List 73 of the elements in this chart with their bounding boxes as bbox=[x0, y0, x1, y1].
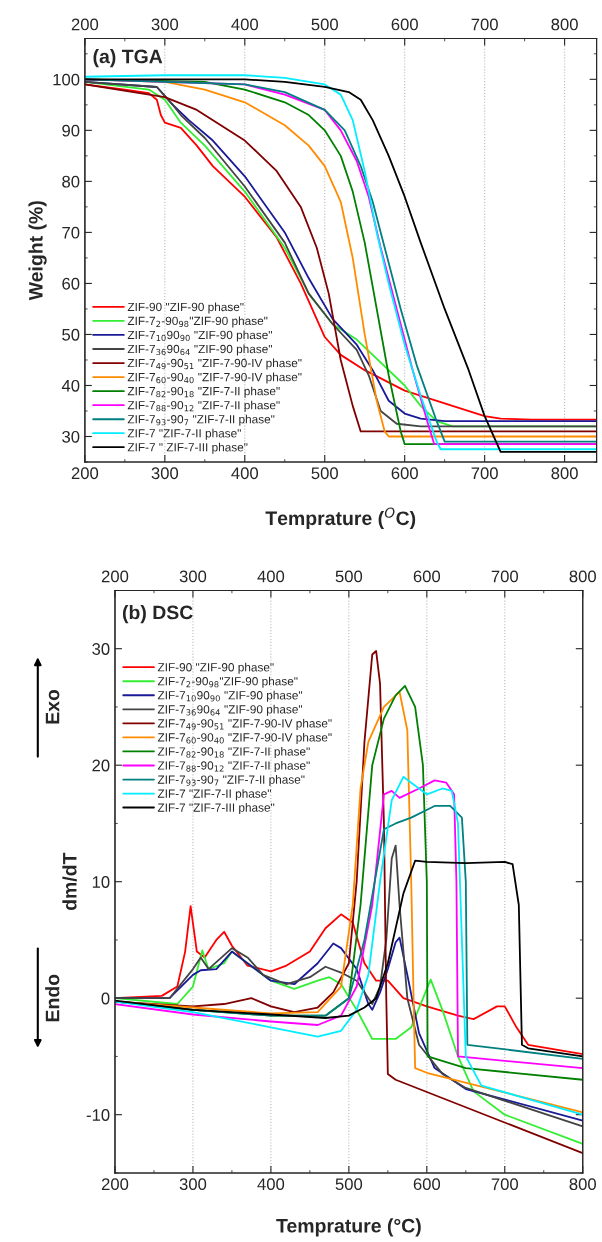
x-tick-label: 400 bbox=[257, 1178, 285, 1191]
x2-tick-label: 600 bbox=[391, 18, 418, 31]
legend-label: ZIF-7$_{88}$-90$_{12}$ "ZIF-7-II phase" bbox=[127, 400, 280, 412]
x-tick-label: 500 bbox=[311, 467, 338, 480]
legend-label: ZIF-7 "ZIF-7-II phase" bbox=[157, 789, 271, 801]
x2-tick-label: 200 bbox=[101, 570, 129, 583]
x-tick-label: 800 bbox=[569, 1178, 596, 1191]
y-tick-label: 30 bbox=[62, 430, 80, 443]
x2-tick-label: 300 bbox=[151, 18, 179, 31]
legend-label: ZIF-7$_{49}$-90$_{51}$ "ZIF-7-90-IV phase" bbox=[127, 358, 302, 370]
legend-label: ZIF-7$_{93}$-90$_{7}$ "ZIF-7-II phase" bbox=[127, 414, 275, 426]
legend-label: ZIF-7$_{82}$-90$_{18}$ "ZIF-7-II phase" bbox=[157, 746, 310, 758]
y-tick-label: 70 bbox=[62, 226, 80, 239]
legend-label: ZIF-7$_{2}$-90$_{98}$"ZIF-90 phase" bbox=[157, 676, 298, 688]
legend-label: ZIF-7$_{36}$90$_{64}$ "ZIF-90 phase" bbox=[127, 344, 272, 356]
x2-tick-label: 600 bbox=[413, 570, 441, 583]
x-tick-label: 200 bbox=[101, 1178, 129, 1191]
x-tick-label: 800 bbox=[551, 467, 578, 480]
x-axis-title: Temprature ($^{O}$C) bbox=[265, 507, 416, 529]
x-tick-label: 200 bbox=[71, 467, 99, 480]
y-axis-title: Weight (%) bbox=[28, 201, 47, 301]
x2-tick-label: 800 bbox=[551, 18, 578, 31]
x-tick-label: 700 bbox=[471, 467, 498, 480]
legend-label: ZIF-7 "ZIF-7-II phase" bbox=[127, 428, 241, 440]
legend-label: ZIF-7$_{60}$-90$_{40}$ "ZIF-7-90-IV phase" bbox=[127, 372, 302, 384]
text: Exo bbox=[45, 689, 60, 724]
legend-label: ZIF-90 "ZIF-90 phase" bbox=[127, 302, 244, 314]
x2-tick-label: 500 bbox=[311, 18, 338, 31]
x-tick-label: 300 bbox=[179, 1178, 207, 1191]
x2-tick-label: 200 bbox=[71, 18, 99, 31]
legend-label: ZIF-7$_{93}$-90$_{7}$ "ZIF-7-II phase" bbox=[157, 775, 305, 787]
text: (a) TGA bbox=[93, 49, 163, 68]
x2-tick-label: 400 bbox=[231, 18, 259, 31]
y-tick-label: 20 bbox=[92, 759, 110, 772]
x-tick-label: 600 bbox=[391, 467, 418, 480]
legend-label: ZIF-7$_{10}$90$_{90}$ "ZIF-90 phase" bbox=[157, 690, 303, 702]
line-series bbox=[114, 844, 583, 1128]
x2-tick-label: 700 bbox=[471, 18, 498, 31]
x-tick-label: 700 bbox=[491, 1178, 519, 1191]
x2-tick-label: 800 bbox=[569, 570, 596, 583]
y-tick-label: 0 bbox=[101, 992, 110, 1005]
x2-tick-label: 400 bbox=[257, 570, 285, 583]
y-tick-label: 30 bbox=[92, 643, 110, 655]
legend-label: ZIF-7$_{2}$-90$_{98}$"ZIF-90 phase" bbox=[127, 316, 268, 328]
legend-label: ZIF-7 " ZIF-7-III phase" bbox=[127, 442, 248, 454]
legend-label: ZIF-7$_{60}$-90$_{40}$ "ZIF-7-90-IV phase" bbox=[157, 732, 332, 744]
x-tick-label: 500 bbox=[335, 1178, 363, 1191]
y-tick-label: 50 bbox=[62, 328, 80, 341]
legend-label: ZIF-90 "ZIF-90 phase" bbox=[157, 662, 274, 674]
y-tick-label: 40 bbox=[61, 379, 80, 392]
x-axis-title: Temprature (°C) bbox=[276, 1218, 421, 1237]
legend-label: ZIF-7$_{10}$90$_{90}$ "ZIF-90 phase" bbox=[127, 330, 272, 342]
y-tick-label: 60 bbox=[62, 277, 80, 290]
y-tick-label: 90 bbox=[62, 124, 80, 137]
legend-label: ZIF-7$_{82}$-90$_{18}$ "ZIF-7-II phase" bbox=[127, 386, 280, 398]
y-tick-label: 100 bbox=[53, 73, 80, 86]
line-series bbox=[114, 859, 583, 1058]
x2-tick-label: 700 bbox=[491, 570, 519, 583]
text: (b) DSC bbox=[122, 605, 193, 624]
x-tick-label: 400 bbox=[231, 467, 259, 480]
x-tick-label: 300 bbox=[151, 467, 179, 480]
y-tick-label: 80 bbox=[62, 175, 80, 188]
y-tick-label: 10 bbox=[92, 876, 110, 888]
x2-tick-label: 500 bbox=[335, 570, 363, 583]
legend-label: ZIF-7$_{36}$90$_{64}$ "ZIF-90 phase" bbox=[157, 704, 303, 716]
legend-label: ZIF-7$_{88}$-90$_{12}$ "ZIF-7-II phase" bbox=[157, 761, 310, 773]
y-axis-title: dm/dT bbox=[62, 852, 77, 911]
x2-tick-label: 300 bbox=[179, 570, 207, 583]
y-tick-label: -10 bbox=[86, 1109, 110, 1121]
text: Endo bbox=[45, 974, 60, 1022]
legend-label: ZIF-7$_{49}$-90$_{51}$ "ZIF-7-90-IV phase" bbox=[157, 718, 332, 730]
x-tick-label: 600 bbox=[413, 1178, 441, 1191]
legend-label: ZIF-7 "ZIF-7-III phase" bbox=[157, 803, 275, 815]
